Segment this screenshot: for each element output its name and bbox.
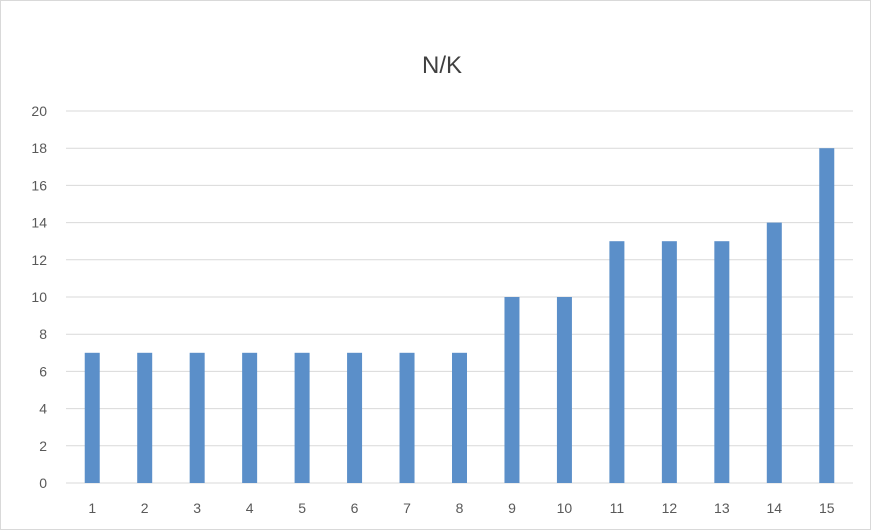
bars [84,148,835,483]
y-tick-label: 6 [39,363,47,379]
bar-9 [504,297,520,483]
x-tick-label: 14 [767,500,783,516]
bar-8 [452,352,467,483]
x-tick-label: 15 [819,500,835,516]
y-tick-label: 10 [31,289,47,305]
bar-1 [84,352,100,483]
y-tick-label: 16 [31,177,47,193]
y-tick-label: 20 [31,103,47,119]
x-tick-label: 13 [714,500,730,516]
y-tick-label: 12 [31,252,47,268]
y-tick-label: 18 [31,140,47,156]
x-tick-label: 9 [508,500,516,516]
bar-2 [137,352,153,483]
bar-4 [242,352,258,483]
x-tick-label: 12 [662,500,678,516]
chart-title: N/K [422,52,462,79]
x-tick-label: 7 [403,500,411,516]
x-tick-label: 4 [246,500,254,516]
bar-7 [399,352,415,483]
bar-3 [189,352,205,483]
bar-11 [609,241,625,483]
bar-6 [347,352,363,483]
x-tick-label: 10 [557,500,573,516]
y-tick-label: 2 [39,438,47,454]
bar-14 [766,222,782,483]
x-tick-label: 1 [88,500,96,516]
y-tick-label: 4 [39,401,47,417]
x-tick-label: 2 [141,500,149,516]
x-tick-label: 6 [351,500,359,516]
x-tick-label: 8 [456,500,464,516]
bar-5 [294,352,310,483]
x-tick-label: 5 [298,500,306,516]
y-tick-label: 14 [31,215,47,231]
x-tick-label: 11 [610,500,625,516]
x-tick-label: 3 [193,500,201,516]
bar-13 [714,241,730,483]
x-axis-tick-labels: 1 2 3 4 5 6 7 8 9 10 11 12 13 14 15 [88,500,834,516]
bar-10 [556,297,572,483]
bar-15 [819,148,835,483]
y-tick-label: 8 [39,326,47,342]
y-axis-tick-labels: 0 2 4 6 8 10 12 14 16 18 20 [31,103,47,491]
y-tick-label: 0 [39,475,47,491]
bar-12 [661,241,677,483]
